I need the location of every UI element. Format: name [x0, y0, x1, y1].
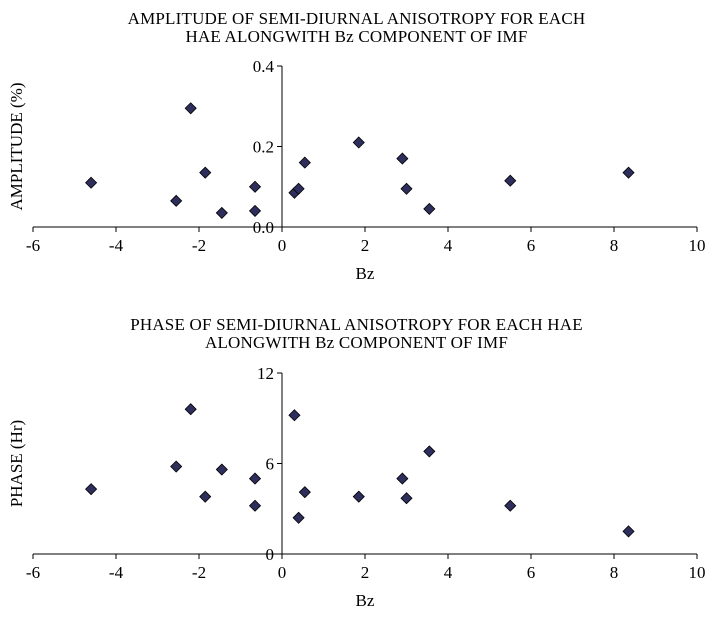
- amplitude-chart-title-line-1: AMPLITUDE OF SEMI-DIURNAL ANISOTROPY FOR…: [127, 9, 586, 28]
- phase-data-point: [400, 492, 413, 505]
- phase-data-point: [292, 511, 305, 524]
- amplitude-data-point: [352, 136, 365, 149]
- amplitude-data-point: [292, 182, 305, 195]
- amplitude-x-tick-label: 2: [361, 236, 370, 255]
- phase-data-point: [396, 472, 409, 485]
- phase-data-point: [184, 403, 197, 416]
- amplitude-x-tick-label: -2: [192, 236, 206, 255]
- amplitude-x-tick-label: 4: [444, 236, 453, 255]
- phase-x-tick-label: 4: [444, 563, 453, 582]
- amplitude-y-tick-label: 0.0: [253, 218, 274, 237]
- amplitude-data-point: [298, 156, 311, 169]
- phase-x-tick-label: 6: [527, 563, 536, 582]
- phase-data-point: [215, 463, 228, 476]
- phase-x-tick-label: 2: [361, 563, 370, 582]
- phase-x-tick-label: -2: [192, 563, 206, 582]
- amplitude-x-tick-label: 6: [527, 236, 536, 255]
- phase-data-point: [248, 472, 262, 485]
- amplitude-data-point: [85, 176, 98, 189]
- amplitude-chart-title: AMPLITUDE OF SEMI-DIURNAL ANISOTROPY FOR…: [0, 10, 713, 46]
- amplitude-data-point: [199, 166, 212, 179]
- amplitude-plot: -6 -4 -2 0 2 4 6 8 10 0.0 0.2 0.4 Bz AMPLITUDE (%): [7, 57, 706, 283]
- phase-data-point: [170, 460, 183, 473]
- phase-x-tick-label: -4: [109, 563, 124, 582]
- phase-data-point: [298, 486, 311, 499]
- phase-data-point: [199, 490, 212, 503]
- phase-x-axis-title: Bz: [356, 591, 375, 610]
- amplitude-x-axis-title: Bz: [356, 264, 375, 283]
- amplitude-data-point: [423, 202, 436, 215]
- amplitude-data-point: [170, 194, 183, 207]
- phase-data-point: [288, 409, 301, 422]
- phase-data-point: [423, 445, 436, 458]
- phase-y-tick-label: 6: [266, 455, 275, 474]
- amplitude-x-tick-label: 8: [610, 236, 619, 255]
- phase-x-tick-label: 0: [278, 563, 287, 582]
- amplitude-data-point: [184, 102, 197, 115]
- amplitude-x-tick-label: 10: [689, 236, 706, 255]
- phase-data-point: [622, 525, 635, 538]
- phase-data-point: [85, 483, 98, 496]
- phase-y-axis-title: PHASE (Hr): [7, 420, 26, 507]
- amplitude-data-point: [622, 166, 635, 179]
- amplitude-data-point: [504, 174, 517, 187]
- amplitude-chart-title-line-2: HAE ALONGWITH Bz COMPONENT OF IMF: [185, 27, 528, 46]
- phase-chart: PHASE OF SEMI-DIURNAL ANISOTROPY FOR EAC…: [0, 310, 713, 624]
- amplitude-x-tick-label: -4: [109, 236, 124, 255]
- amplitude-data-point: [400, 182, 413, 195]
- phase-x-tick-label: -6: [26, 563, 40, 582]
- phase-data-point: [504, 499, 517, 512]
- amplitude-y-tick-label: 0.2: [253, 138, 274, 157]
- phase-y-tick-label: 12: [257, 364, 274, 383]
- phase-x-tick-label: 8: [610, 563, 619, 582]
- phase-data-point: [248, 499, 262, 512]
- amplitude-data-point: [215, 206, 228, 219]
- phase-plot: -6 -4 -2 0 2 4 6 8 10 0 6 12 Bz PHASE (Hr): [7, 364, 706, 610]
- phase-chart-title-line-2: ALONGWITH Bz COMPONENT OF IMF: [205, 333, 508, 352]
- phase-y-tick-label: 0: [266, 545, 275, 564]
- amplitude-y-tick-label: 0.4: [253, 57, 275, 76]
- amplitude-data-point: [248, 180, 262, 193]
- phase-data-point: [352, 490, 365, 503]
- phase-x-tick-label: 10: [689, 563, 706, 582]
- amplitude-data-point: [248, 204, 262, 217]
- phase-chart-title-line-1: PHASE OF SEMI-DIURNAL ANISOTROPY FOR EAC…: [130, 315, 583, 334]
- amplitude-data-point: [396, 152, 409, 165]
- amplitude-chart: AMPLITUDE OF SEMI-DIURNAL ANISOTROPY FOR…: [0, 0, 713, 305]
- phase-chart-title: PHASE OF SEMI-DIURNAL ANISOTROPY FOR EAC…: [0, 316, 713, 352]
- amplitude-x-tick-label: 0: [278, 236, 287, 255]
- amplitude-y-axis-title: AMPLITUDE (%): [7, 83, 26, 211]
- amplitude-x-tick-label: -6: [26, 236, 40, 255]
